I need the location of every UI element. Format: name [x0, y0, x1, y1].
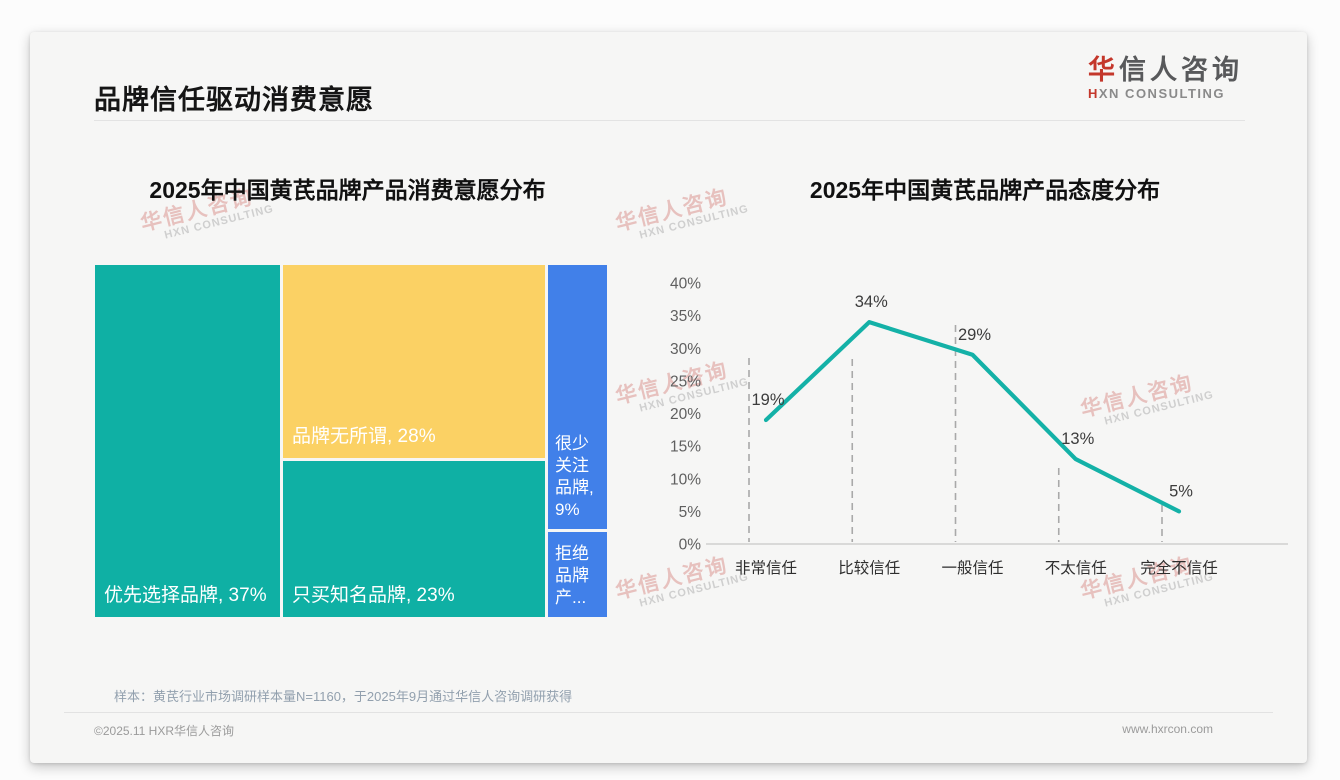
y-axis-tick-label: 35% [670, 308, 701, 325]
title-divider [94, 120, 1245, 121]
watermark-cn-text: 华信人咨询 [613, 185, 731, 236]
x-axis-category-label: 完全不信任 [1140, 559, 1218, 577]
treemap-cell: 优先选择品牌, 37% [95, 265, 280, 617]
y-axis-tick-label: 20% [670, 406, 701, 423]
y-axis-tick-label: 5% [679, 504, 702, 521]
x-axis-category-label: 非常信任 [735, 559, 797, 577]
y-axis-tick-label: 0% [679, 537, 702, 554]
data-point-label: 13% [1061, 430, 1094, 448]
data-point-label: 19% [751, 391, 784, 409]
logo-en-text: HXN CONSULTING [1088, 85, 1226, 101]
copyright-text: ©2025.11 HXR华信人咨询 [94, 724, 234, 738]
y-axis-tick-label: 10% [670, 471, 701, 488]
y-axis-tick-label: 40% [670, 276, 701, 293]
data-point-label: 29% [958, 326, 991, 344]
treemap-cell-label: 拒绝品牌产... [555, 544, 589, 607]
slide-card: 品牌信任驱动消费意愿 华信人咨询 HXN CONSULTING 华信人咨询 HXN… [30, 32, 1307, 763]
x-axis-category-label: 比较信任 [838, 559, 900, 577]
line-chart: 0% 5% 10% 15% 20% 25% 30% 35% 40% 19% 34% 29% 13% 5% 非… [670, 276, 1288, 577]
page-title: 品牌信任驱动消费意愿 [94, 85, 374, 115]
website-url: www.hxrcon.com [1122, 722, 1213, 736]
y-axis-tick-label: 15% [670, 439, 701, 456]
data-point-label: 5% [1169, 482, 1193, 500]
line-chart-title: 2025年中国黄芪品牌产品态度分布 [809, 177, 1161, 203]
watermark-en-text: HXN CONSULTING [638, 202, 750, 242]
watermark-en-text: HXN CONSULTING [163, 202, 275, 242]
y-axis-tick-label: 30% [670, 341, 701, 358]
logo-cn-text: 华信人咨询 [1088, 55, 1243, 85]
x-axis-category-label: 不太信任 [1045, 559, 1107, 577]
treemap-chart-title: 2025年中国黄芪品牌产品消费意愿分布 [149, 177, 546, 203]
treemap-cell: 很少关注品牌, 9% [548, 265, 607, 529]
treemap-cell-label: 品牌无所谓, 28% [292, 426, 436, 447]
y-axis-tick-label: 25% [670, 373, 701, 390]
line-series [763, 320, 1182, 514]
data-point-label: 34% [855, 293, 888, 311]
company-logo: 华信人咨询 HXN CONSULTING [1088, 55, 1243, 101]
sample-note: 样本：黄芪行业市场调研样本量N=1160，于2025年9月通过华信人咨询调研获得 [114, 689, 573, 704]
treemap-cell: 只买知名品牌, 23% [283, 461, 545, 617]
x-axis-category-label: 一般信任 [941, 559, 1003, 577]
treemap-cell: 拒绝品牌产... [548, 532, 607, 617]
treemap-chart: 优先选择品牌, 37% 品牌无所谓, 28% 只买知名品牌, 23% 很少关注品牌, … [95, 265, 607, 617]
treemap-cell-label: 很少关注品牌, 9% [555, 434, 594, 519]
treemap-cell: 品牌无所谓, 28% [283, 265, 545, 458]
footer-divider [64, 712, 1273, 713]
treemap-cell-label: 优先选择品牌, 37% [104, 585, 267, 606]
treemap-cell-label: 只买知名品牌, 23% [292, 585, 455, 606]
